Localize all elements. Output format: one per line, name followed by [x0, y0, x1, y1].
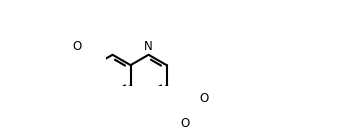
Text: N: N [144, 40, 153, 53]
Text: O: O [199, 92, 208, 105]
Text: O: O [180, 117, 189, 130]
Text: O: O [72, 40, 81, 53]
